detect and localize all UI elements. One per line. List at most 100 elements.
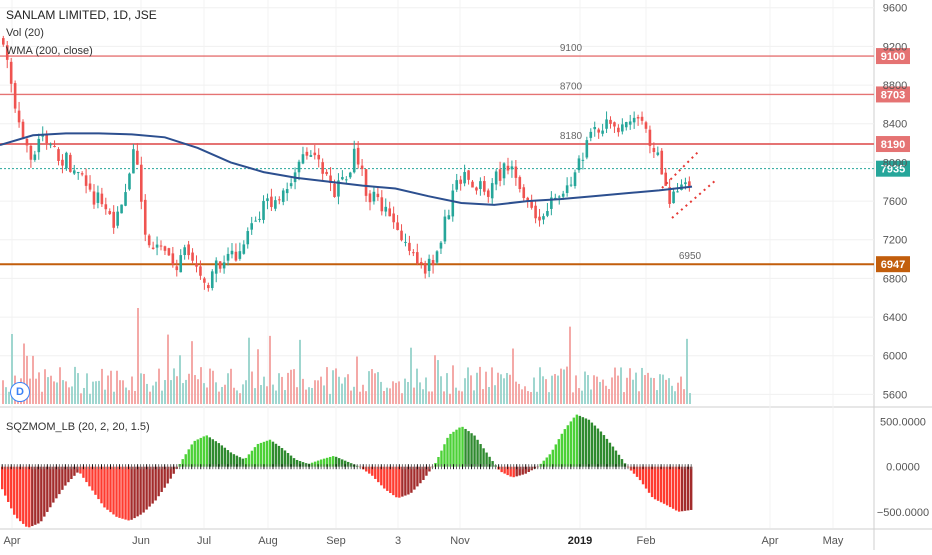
volume-bar [140, 373, 142, 404]
candle-body [348, 172, 352, 178]
volume-bar [686, 338, 688, 404]
candle-body [352, 148, 356, 173]
candle-body [648, 129, 652, 146]
squeeze-bar [524, 466, 527, 474]
squeeze-bar [644, 466, 648, 489]
volume-bar [272, 384, 274, 404]
squeeze-bar [322, 458, 326, 467]
volume-bar [488, 387, 490, 404]
candle-body [329, 175, 332, 184]
squeeze-bar [181, 459, 184, 467]
squeeze-bar [49, 466, 52, 508]
squeeze-bar [503, 466, 506, 474]
horizontal-level-label: 8180 [560, 131, 583, 142]
squeeze-bar [127, 466, 130, 521]
squeeze-bar [674, 466, 678, 511]
volume-bar [134, 390, 136, 404]
candle-body [510, 166, 514, 170]
price-tick-label: 8400 [883, 119, 907, 131]
volume-bar [395, 382, 397, 404]
volume-bar [503, 378, 505, 404]
squeeze-bar [662, 466, 666, 504]
candle-body [601, 130, 604, 134]
price-tick-label: 8000 [883, 157, 907, 169]
squeeze-bar [614, 450, 618, 467]
candle-body [210, 271, 214, 289]
squeeze-bar [446, 437, 449, 467]
squeeze-bar [602, 435, 606, 467]
squeeze-bar [605, 438, 609, 467]
candle-body [250, 223, 253, 230]
candle-body [309, 155, 313, 157]
squeeze-bar [325, 457, 329, 467]
time-tick-label: 3 [395, 535, 401, 547]
squeeze-bar [67, 466, 70, 483]
volume-bar [380, 381, 382, 404]
candle-body [419, 262, 423, 264]
volume-bar [410, 347, 412, 404]
volume-bar [548, 392, 550, 404]
volume-bar [632, 379, 634, 404]
candle-body [270, 196, 273, 208]
volume-bar [620, 367, 622, 404]
candle-body [258, 218, 261, 220]
volume-bar [464, 378, 466, 404]
squeeze-bar [419, 466, 422, 484]
interval-badge[interactable]: D [10, 382, 30, 402]
candle-body [376, 193, 380, 198]
volume-bar [98, 380, 100, 404]
volume-bar [290, 369, 292, 404]
candle-body [577, 158, 581, 171]
squeeze-bar [22, 466, 25, 524]
squeeze-bar [521, 466, 524, 475]
candle-body [76, 171, 80, 174]
candle-body [471, 181, 474, 188]
candle-body [609, 119, 612, 124]
volume-bar [527, 391, 529, 404]
candle-body [439, 242, 443, 249]
volume-bar [335, 368, 337, 404]
squeeze-bar [100, 466, 103, 504]
volume-bar [545, 379, 547, 404]
candle-body [297, 161, 301, 173]
volume-bar [425, 377, 427, 404]
candle-body [372, 191, 376, 202]
volume-bar [389, 388, 391, 404]
volume-bar [191, 341, 193, 404]
squeeze-bar [343, 460, 347, 467]
candle-body [557, 196, 561, 198]
volume-bar [119, 380, 121, 404]
candle-body [159, 245, 163, 247]
squeeze-bar [578, 415, 582, 467]
volume-bar [560, 368, 562, 404]
volume-bar [359, 391, 361, 404]
candle-body [155, 244, 159, 248]
squeeze-bar [193, 440, 196, 467]
horizontal-levels: 9100 9100 8700 8703 8180 8190 6950 6947 7935 [0, 43, 910, 273]
candle-body [84, 175, 88, 186]
squeeze-bar [31, 466, 34, 527]
volume-bar [110, 370, 112, 404]
squeeze-bar [383, 466, 386, 489]
candle-body [116, 211, 119, 226]
squeeze-bar [94, 466, 97, 495]
squeeze-bar [76, 466, 79, 473]
volume-bar [59, 367, 61, 404]
squeeze-bar [473, 435, 476, 467]
volume-bar [491, 367, 493, 404]
squeeze-bar [160, 466, 163, 492]
volume-bar [650, 377, 652, 404]
squeeze-bar [686, 466, 690, 511]
volume-bar [329, 393, 331, 404]
price-tick-label: 8800 [883, 80, 907, 92]
candle-body [17, 110, 21, 123]
volume-bar [152, 385, 154, 404]
squeeze-bar [395, 466, 398, 498]
volume-bar [245, 380, 247, 404]
candle-body [475, 187, 478, 191]
volume-bar [305, 389, 307, 404]
candle-body [538, 216, 541, 221]
candle-body [628, 121, 632, 125]
